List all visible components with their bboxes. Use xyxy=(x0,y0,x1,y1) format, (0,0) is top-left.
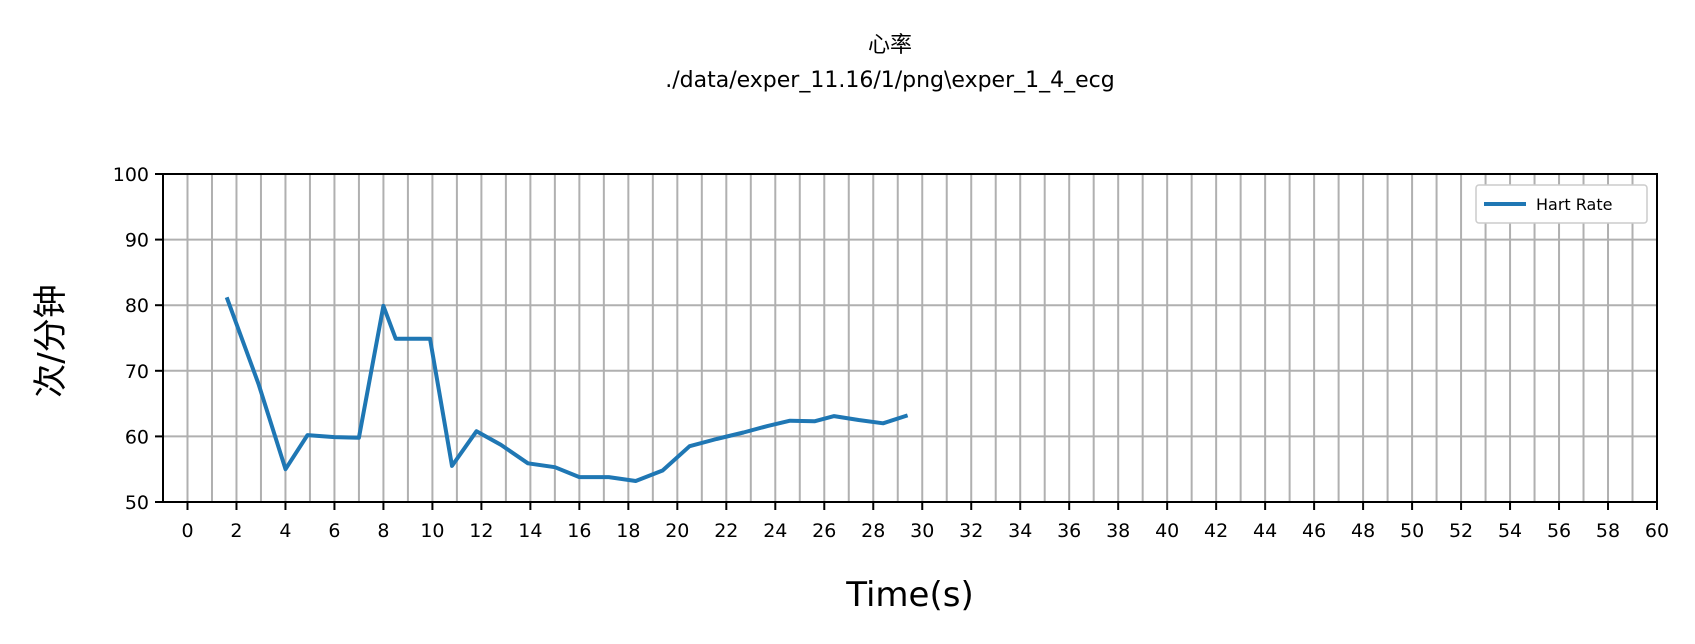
legend-box xyxy=(1475,184,1648,224)
x-tick-label: 52 xyxy=(1449,520,1473,542)
x-tick-label: 8 xyxy=(377,520,389,542)
y-tick-label: 100 xyxy=(113,164,149,186)
x-tick-label: 56 xyxy=(1547,520,1571,542)
legend-label-hart-rate: Hart Rate xyxy=(1536,195,1612,214)
x-tick-label: 34 xyxy=(1008,520,1032,542)
x-tick-label: 38 xyxy=(1106,520,1130,542)
x-tick-label: 28 xyxy=(861,520,885,542)
x-tick-label: 46 xyxy=(1302,520,1326,542)
x-tick-label: 36 xyxy=(1057,520,1081,542)
y-tick-label: 80 xyxy=(125,295,149,317)
y-axis-ticks: 50 60 70 80 90 100 xyxy=(113,164,163,514)
y-tick-label: 70 xyxy=(125,361,149,383)
x-tick-label: 24 xyxy=(763,520,787,542)
y-tick-label: 60 xyxy=(125,426,149,448)
x-tick-label: 42 xyxy=(1204,520,1228,542)
series-layer xyxy=(224,296,909,483)
x-tick-label: 22 xyxy=(714,520,738,542)
plot-area-frame xyxy=(162,173,1658,503)
x-tick-label: 30 xyxy=(910,520,934,542)
legend: Hart Rate xyxy=(1475,184,1648,224)
x-tick-label: 48 xyxy=(1351,520,1375,542)
grid xyxy=(163,173,1658,503)
x-tick-label: 10 xyxy=(420,520,444,542)
x-tick-label: 60 xyxy=(1645,520,1669,542)
chart-title: 心率 xyxy=(868,33,912,58)
y-tick-label: 50 xyxy=(125,492,149,514)
x-tick-label: 44 xyxy=(1253,520,1277,542)
x-axis-label: Time(s) xyxy=(845,575,973,615)
x-tick-label: 6 xyxy=(328,520,340,542)
y-tick-label: 90 xyxy=(125,230,149,252)
x-tick-label: 40 xyxy=(1155,520,1179,542)
x-tick-label: 54 xyxy=(1498,520,1522,542)
x-tick-label: 58 xyxy=(1596,520,1620,542)
chart-subtitle: ./data/exper_11.16/1/png\exper_1_4_ecg xyxy=(665,68,1114,93)
x-tick-label: 2 xyxy=(230,520,242,542)
x-tick-label: 4 xyxy=(279,520,291,542)
x-tick-label: 12 xyxy=(469,520,493,542)
y-axis-label: 次/分钟 xyxy=(31,284,71,397)
x-tick-label: 14 xyxy=(518,520,542,542)
x-tick-label: 32 xyxy=(959,520,983,542)
x-tick-label: 16 xyxy=(567,520,591,542)
x-tick-label: 50 xyxy=(1400,520,1424,542)
x-axis-ticks: 0 2 4 6 8 10 12 14 16 18 20 22 24 26 28 30 32 34 36 38 40 42 4… xyxy=(181,502,1669,542)
x-tick-label: 0 xyxy=(181,520,193,542)
x-tick-label: 26 xyxy=(812,520,836,542)
x-tick-label: 20 xyxy=(665,520,689,542)
series-line-hart-rate xyxy=(224,296,909,483)
x-tick-label: 18 xyxy=(616,520,640,542)
